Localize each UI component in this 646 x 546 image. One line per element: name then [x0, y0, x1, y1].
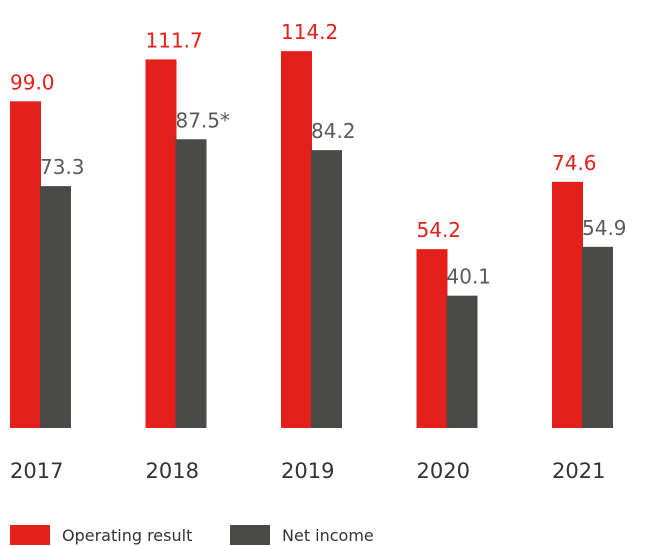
legend-swatch	[230, 525, 270, 545]
value-label: 54.2	[417, 218, 462, 242]
x-tick-label: 2021	[552, 459, 605, 483]
bar	[40, 186, 71, 428]
x-tick-label: 2020	[417, 459, 470, 483]
legend-label: Operating result	[62, 526, 192, 545]
x-tick-label: 2018	[146, 459, 199, 483]
value-label: 114.2	[281, 20, 338, 44]
bar	[175, 139, 207, 428]
value-label: 74.6	[552, 151, 597, 175]
value-label: 99.0	[10, 70, 55, 94]
value-label: 84.2	[311, 119, 356, 143]
bar	[281, 51, 312, 428]
bar	[311, 150, 342, 428]
value-label: 73.3	[40, 155, 85, 179]
bar	[10, 101, 41, 429]
bar	[582, 246, 613, 428]
bar	[552, 181, 583, 428]
x-tick-label: 2019	[281, 459, 334, 483]
bar	[446, 295, 478, 428]
value-label: 40.1	[447, 265, 492, 289]
legend-label: Net income	[282, 526, 374, 545]
x-tick-label: 2017	[10, 459, 63, 483]
legend-swatch	[10, 525, 50, 545]
bar	[416, 249, 448, 428]
value-label: 87.5*	[176, 108, 231, 132]
value-label: 54.9	[582, 216, 627, 240]
bar	[145, 59, 177, 428]
value-label: 111.7	[146, 28, 203, 52]
